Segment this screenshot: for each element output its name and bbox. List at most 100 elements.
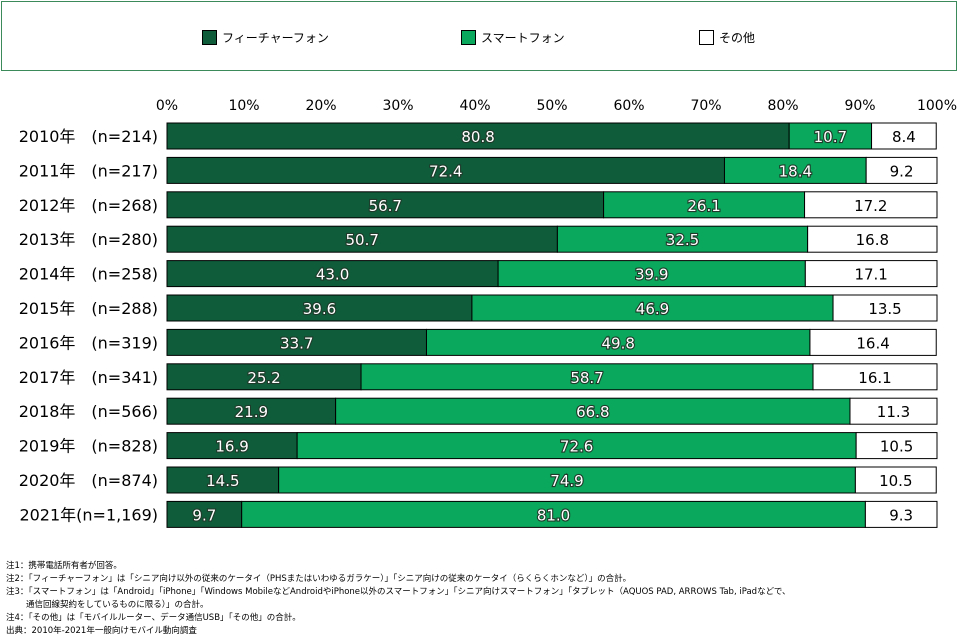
data-label: 80.8 xyxy=(461,128,494,146)
bar-segment xyxy=(788,122,873,150)
category-label: 2014年 (n=258) xyxy=(19,265,158,284)
data-label: 10.5 xyxy=(880,438,913,456)
legend-label-other: その他 xyxy=(719,30,756,45)
data-label: 50.7 xyxy=(345,231,378,249)
data-label: 39.9 xyxy=(635,266,668,284)
data-label: 72.4 xyxy=(429,162,462,180)
note-2: 注2：「フィーチャーフォン」は「シニア向け以外の従来のケータイ（PHSまたはいわ… xyxy=(6,574,632,584)
x-tick-label: 70% xyxy=(690,98,721,114)
bar-segment xyxy=(166,294,473,322)
bar-segment xyxy=(864,500,938,528)
category-label: 2012年 (n=268) xyxy=(19,196,158,215)
bar-segment xyxy=(166,122,790,150)
data-label: 13.5 xyxy=(868,300,901,318)
legend-label-feature-phone: フィーチャーフォン xyxy=(222,30,329,45)
x-tick-label: 0% xyxy=(156,98,178,114)
bar-segment xyxy=(241,500,866,528)
source: 出典：2010年-2021年一般向けモバイル動向調査 xyxy=(6,626,197,636)
data-label: 11.3 xyxy=(877,403,910,421)
bar-segment xyxy=(471,294,834,322)
legend-swatch-other xyxy=(699,29,714,45)
data-label: 66.8 xyxy=(576,403,609,421)
bar-segment xyxy=(166,225,558,253)
data-label: 39.6 xyxy=(303,300,336,318)
data-label: 81.0 xyxy=(537,506,570,524)
legend-swatch-feature-phone xyxy=(202,29,217,45)
data-label: 9.2 xyxy=(890,162,914,180)
data-label: 32.5 xyxy=(666,231,699,249)
legend-item-other: その他 xyxy=(699,28,755,46)
category-label: 2010年 (n=214) xyxy=(19,127,158,146)
data-label: 17.2 xyxy=(854,197,887,215)
bar-segment xyxy=(849,397,938,425)
data-label: 10.7 xyxy=(814,128,847,146)
bar-segment xyxy=(603,191,806,219)
bar-segment xyxy=(804,260,938,288)
bar-segment xyxy=(166,500,243,528)
bar-segment xyxy=(166,397,337,425)
x-tick-label: 90% xyxy=(844,98,875,114)
data-label: 26.1 xyxy=(687,197,720,215)
bar-segment xyxy=(807,225,938,253)
bar-segment xyxy=(166,191,605,219)
note-4: 注4：「その他」は「モバイルルーター、データ通信USB」「その他」の合計。 xyxy=(6,613,301,623)
category-label: 2018年 (n=566) xyxy=(19,402,158,421)
category-label: 2017年 (n=341) xyxy=(19,368,158,387)
bar-segment xyxy=(832,294,938,322)
data-label: 72.6 xyxy=(560,438,593,456)
bar-segment xyxy=(360,363,814,391)
category-label: 2019年 (n=828) xyxy=(19,437,158,456)
category-label: 2020年 (n=874) xyxy=(19,471,158,490)
legend-swatch-smartphone xyxy=(461,29,476,45)
x-tick-label: 10% xyxy=(228,98,259,114)
bar-segment xyxy=(865,156,938,184)
note-3-continued: 通信回線契約をしているものに限る）」の合計。 xyxy=(26,600,209,610)
legend-label-smartphone: スマートフォン xyxy=(481,30,565,45)
data-label: 16.1 xyxy=(858,369,891,387)
bar-segment xyxy=(871,122,937,150)
note-1: 注1：携帯電話所有者が回答。 xyxy=(6,561,122,571)
data-label: 8.4 xyxy=(892,128,916,146)
data-label: 16.4 xyxy=(856,334,889,352)
data-label: 9.7 xyxy=(192,506,216,524)
x-tick-label: 40% xyxy=(459,98,490,114)
data-label: 74.9 xyxy=(550,472,583,490)
bar-segment xyxy=(166,328,427,356)
bar-segment xyxy=(804,191,938,219)
data-label: 14.5 xyxy=(206,472,239,490)
bar-segment xyxy=(855,432,938,460)
x-tick-label: 60% xyxy=(613,98,644,114)
data-label: 25.2 xyxy=(247,369,280,387)
category-label: 2011年 (n=217) xyxy=(19,161,158,180)
x-tick-label: 50% xyxy=(536,98,567,114)
data-label: 58.7 xyxy=(570,369,603,387)
bar-segment xyxy=(809,328,937,356)
data-label: 43.0 xyxy=(316,266,349,284)
category-label: 2013年 (n=280) xyxy=(19,230,158,249)
data-label: 9.3 xyxy=(889,506,913,524)
legend: フィーチャーフォン スマートフォン その他 xyxy=(1,1,957,71)
data-label: 18.4 xyxy=(779,162,812,180)
data-label: 49.8 xyxy=(602,334,635,352)
bar-segment xyxy=(854,466,937,494)
bar-segment xyxy=(812,363,938,391)
bar-segment xyxy=(296,432,857,460)
data-label: 46.9 xyxy=(636,300,669,318)
data-label: 17.1 xyxy=(854,266,887,284)
x-tick-label: 20% xyxy=(305,98,336,114)
bar-segment xyxy=(166,260,499,288)
data-label: 16.8 xyxy=(856,231,889,249)
notes: 注1：携帯電話所有者が回答。 注2：「フィーチャーフォン」は「シニア向け以外の従… xyxy=(6,560,956,638)
category-label: 2016年 (n=319) xyxy=(19,333,158,352)
bar-segment xyxy=(166,432,298,460)
x-tick-label: 100% xyxy=(917,98,957,114)
legend-item-smartphone: スマートフォン xyxy=(461,28,565,46)
bar-segment xyxy=(425,328,811,356)
data-label: 21.9 xyxy=(235,403,268,421)
note-3: 注3：「スマートフォン」は「Android」「iPhone」「Windows M… xyxy=(6,587,791,597)
x-tick-label: 80% xyxy=(767,98,798,114)
data-label: 16.9 xyxy=(215,438,248,456)
legend-item-feature-phone: フィーチャーフォン xyxy=(202,28,329,46)
x-tick-label: 30% xyxy=(382,98,413,114)
data-label: 56.7 xyxy=(369,197,402,215)
